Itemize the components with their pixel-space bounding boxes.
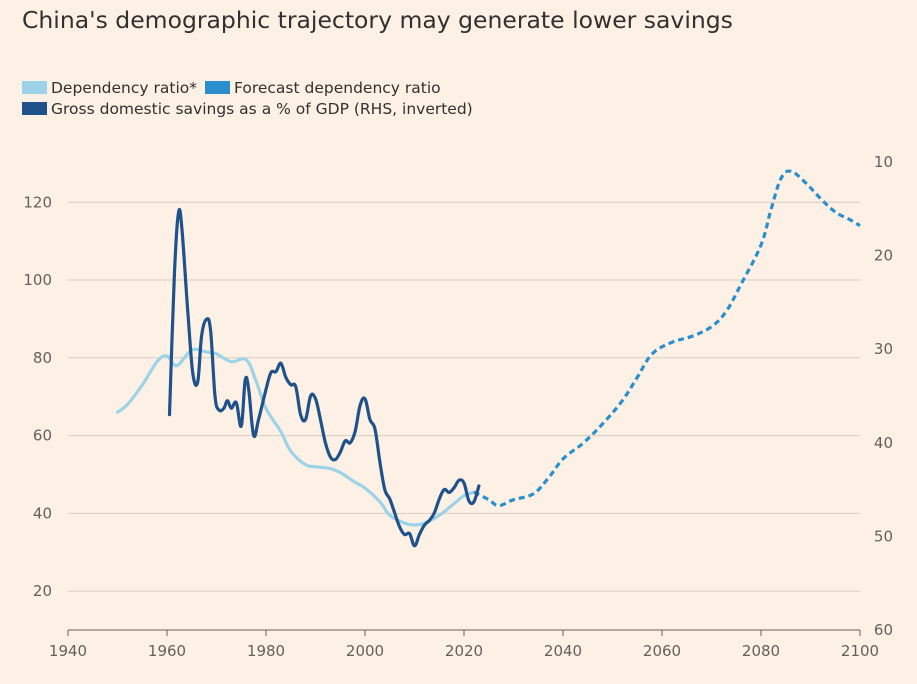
y-right-tick-label: 40 bbox=[874, 434, 893, 452]
x-tick-label: 2100 bbox=[841, 642, 879, 660]
x-tick-label: 1980 bbox=[247, 642, 285, 660]
y-right-tick-label: 30 bbox=[874, 340, 893, 358]
series-dependency-ratio-line bbox=[115, 347, 476, 527]
legend-swatch-forecast bbox=[204, 81, 230, 94]
y-right-tick-label: 10 bbox=[874, 153, 893, 171]
chart-title: China's demographic trajectory may gener… bbox=[22, 6, 733, 34]
legend-item-savings: Gross domestic savings as a % of GDP (RH… bbox=[22, 100, 473, 118]
x-tick-label: 2040 bbox=[544, 642, 582, 660]
legend-item-dependency-ratio: Dependency ratio* bbox=[22, 79, 197, 97]
y-right-tick-label: 20 bbox=[874, 247, 893, 265]
x-tick-label: 2000 bbox=[346, 642, 384, 660]
legend: Dependency ratio* Forecast dependency ra… bbox=[22, 77, 481, 119]
x-tick-label: 2060 bbox=[643, 642, 681, 660]
legend-swatch-dependency-ratio bbox=[22, 81, 47, 94]
series-forecast-dependency-ratio-line bbox=[473, 169, 861, 508]
x-tick-label: 1940 bbox=[49, 642, 87, 660]
legend-label-forecast: Forecast dependency ratio bbox=[233, 78, 441, 97]
x-tick-label: 2020 bbox=[445, 642, 483, 660]
legend-item-forecast: Forecast dependency ratio bbox=[204, 78, 441, 97]
y-left-tick-label: 120 bbox=[23, 193, 52, 211]
y-right-tick-label: 60 bbox=[874, 621, 893, 639]
y-left-tick-label: 40 bbox=[33, 504, 52, 522]
y-right-tick-label: 50 bbox=[874, 527, 893, 545]
x-tick-label: 1960 bbox=[148, 642, 186, 660]
y-left-tick-label: 60 bbox=[33, 427, 52, 445]
legend-label-dependency-ratio: Dependency ratio* bbox=[51, 78, 197, 97]
legend-label-savings: Gross domestic savings as a % of GDP (RH… bbox=[51, 99, 473, 118]
y-left-tick-label: 80 bbox=[33, 349, 52, 367]
series-gross-domestic-savings-line bbox=[167, 207, 481, 548]
y-left-tick-label: 20 bbox=[33, 582, 52, 600]
y-left-tick-label: 100 bbox=[23, 271, 52, 289]
x-tick-label: 2080 bbox=[742, 642, 780, 660]
legend-swatch-savings bbox=[22, 102, 47, 115]
